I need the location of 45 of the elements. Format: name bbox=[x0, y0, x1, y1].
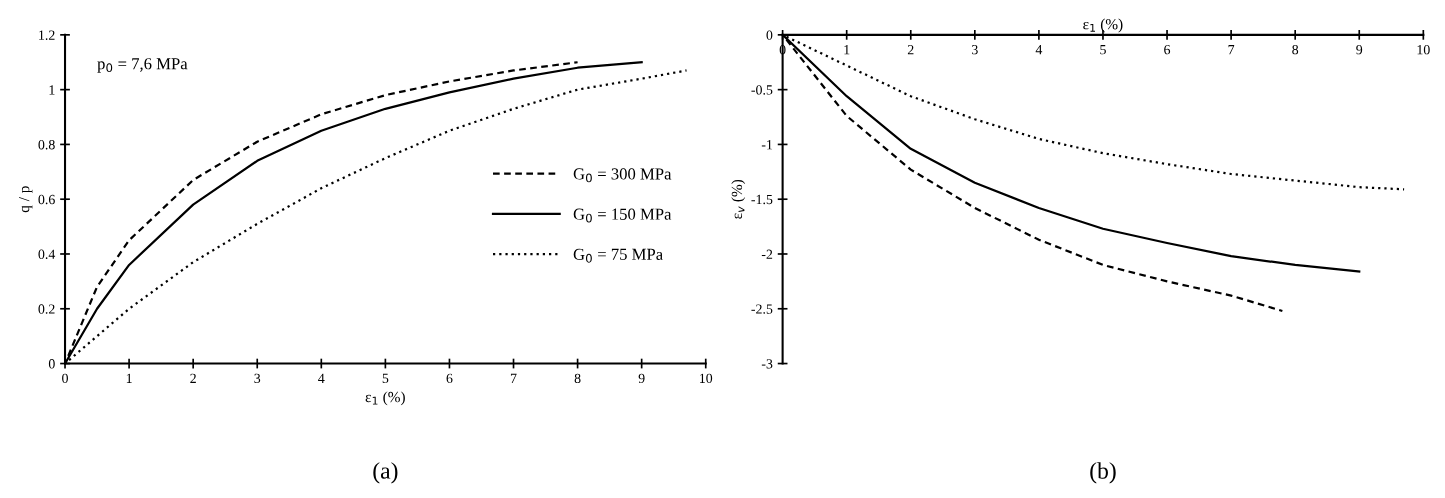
y-tick-label: 0.8 bbox=[38, 140, 55, 150]
x-tick-label: 10 bbox=[1417, 44, 1430, 55]
annotation: p$_{0}$ = 7,6 MPa bbox=[97, 58, 188, 73]
x-axis-title: ε$_{1}$ (%) bbox=[365, 391, 405, 406]
x-tick-label: 1 bbox=[126, 373, 132, 383]
x-axis-title: ε$_{1}$ (%) bbox=[1083, 18, 1123, 33]
y-tick-label: -2 bbox=[761, 249, 773, 259]
x-tick-label: 5 bbox=[1100, 45, 1106, 55]
y-tick-label: -1.5 bbox=[751, 194, 773, 205]
text: (a) bbox=[373, 462, 398, 484]
legend-label: G$_{0}$ = 75 MPa bbox=[573, 248, 663, 263]
x-tick-label: 4 bbox=[318, 373, 325, 383]
x-tick-label: 3 bbox=[254, 373, 261, 384]
y-tick-label: -1 bbox=[761, 140, 773, 150]
y-tick-label: 1.2 bbox=[39, 30, 55, 40]
x-tick-label: 2 bbox=[907, 45, 914, 55]
x-tick-label: 10 bbox=[700, 373, 713, 384]
legend-label: G$_{0}$ = 150 MPa bbox=[573, 208, 672, 223]
x-tick-label: 6 bbox=[446, 373, 453, 384]
x-tick-label: 8 bbox=[574, 373, 581, 384]
y-axis-title: q / p bbox=[19, 186, 33, 213]
y-tick-label: 1 bbox=[49, 85, 55, 95]
x-tick-label: 9 bbox=[638, 373, 645, 384]
y-tick-label: -3 bbox=[761, 359, 773, 369]
x-tick-label: 5 bbox=[382, 373, 389, 384]
x-tick-label: 0 bbox=[62, 373, 68, 384]
y-tick-label: 0 bbox=[766, 30, 773, 40]
y-tick-label: 0.4 bbox=[38, 249, 56, 259]
y-tick-label: 0 bbox=[48, 359, 55, 369]
y-tick-label: 0.6 bbox=[38, 194, 55, 205]
legend-label: G$_{0}$ = 300 MPa bbox=[573, 168, 672, 183]
x-tick-label: 2 bbox=[190, 373, 196, 383]
x-tick-label: 4 bbox=[1035, 45, 1043, 55]
x-tick-label: 3 bbox=[972, 45, 978, 55]
x-tick-label: 9 bbox=[1356, 45, 1363, 55]
x-tick-label: 7 bbox=[1228, 45, 1235, 55]
x-tick-label: 6 bbox=[1164, 45, 1171, 55]
y-tick-label: -0.5 bbox=[751, 85, 773, 95]
y-axis-title: ε$_{v}$ (%) bbox=[731, 179, 746, 219]
y-tick-label: 0.2 bbox=[38, 304, 55, 314]
y-tick-label: -2.5 bbox=[751, 304, 773, 314]
x-tick-label: 1 bbox=[844, 45, 850, 55]
x-tick-label: 7 bbox=[510, 373, 517, 383]
text: (b) bbox=[1090, 462, 1116, 484]
x-tick-label: 8 bbox=[1292, 44, 1299, 55]
